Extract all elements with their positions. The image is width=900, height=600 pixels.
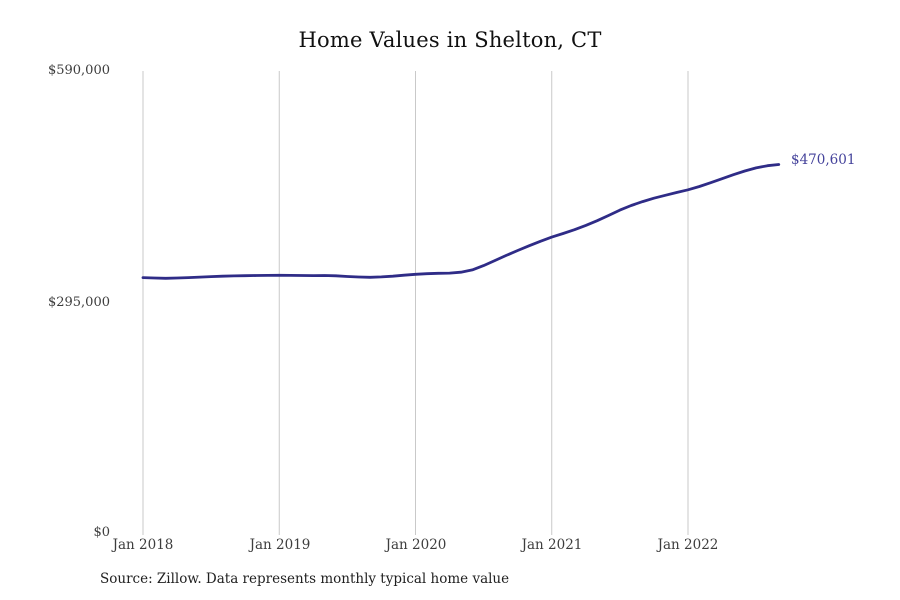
y-axis-tick-295000: $295,000 (47, 295, 110, 310)
series-end-value-label: $470,601 (791, 152, 856, 168)
x-axis-tick-jan-2022: Jan 2022 (657, 537, 719, 553)
x-axis-tick-jan-2018: Jan 2018 (112, 537, 174, 553)
y-axis-tick-590000: $590,000 (47, 63, 110, 78)
y-axis-tick-0: $0 (93, 525, 110, 540)
x-axis-tick-jan-2021: Jan 2021 (521, 537, 583, 553)
home-value-series-line (141, 163, 781, 280)
x-axis-tick-jan-2019: Jan 2019 (249, 537, 311, 553)
x-axis-tick-jan-2020: Jan 2020 (385, 537, 447, 553)
source-note: Source: Zillow. Data represents monthly … (100, 571, 510, 587)
chart-title: Home Values in Shelton, CT (298, 28, 602, 52)
